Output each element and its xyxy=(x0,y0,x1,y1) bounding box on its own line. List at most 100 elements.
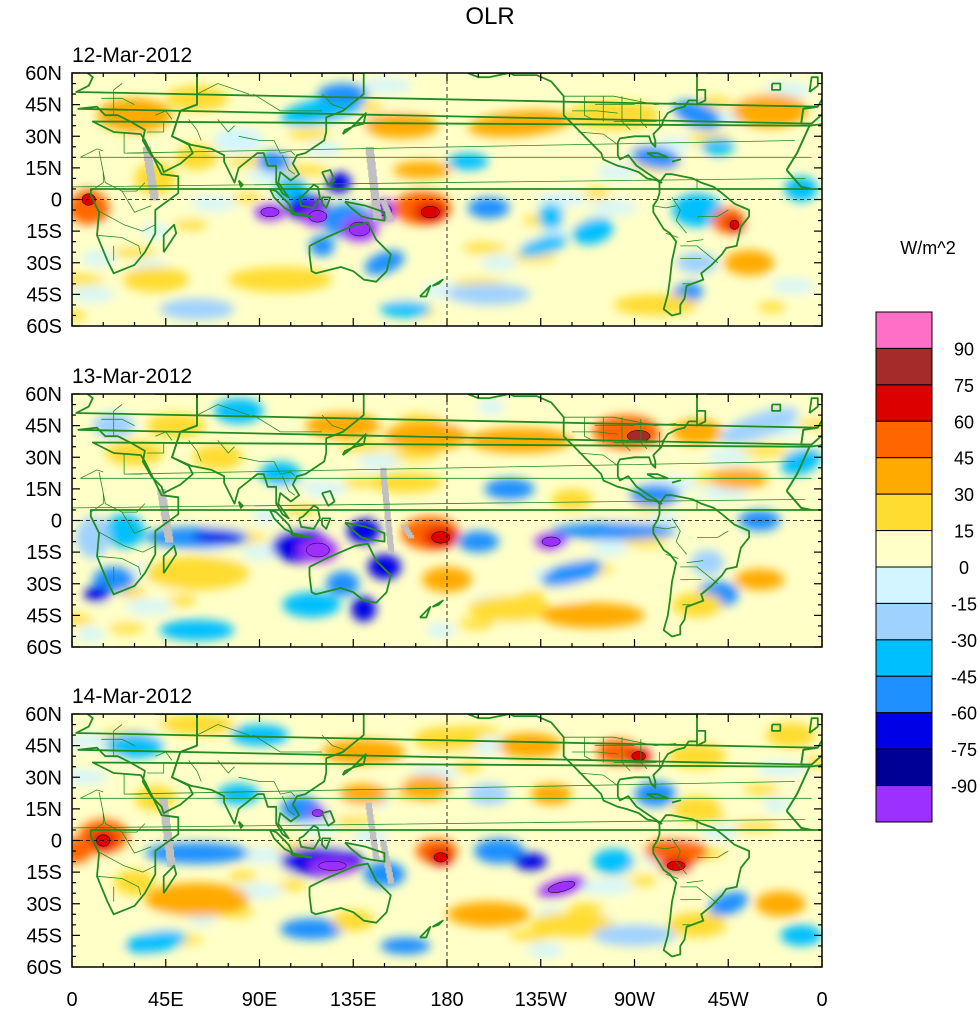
olr-anomaly-core xyxy=(260,207,280,218)
olr-anomaly-blob xyxy=(351,596,377,622)
lon-label: 45W xyxy=(708,989,749,1011)
field-patch xyxy=(743,783,780,796)
missing-data-cell xyxy=(159,499,168,506)
colorbar: 90 75 60 45 30 15 0 -15 -30 -45 -60 -75 -90 xyxy=(875,311,977,823)
olr-anomaly-blob xyxy=(672,193,722,227)
field-patch xyxy=(628,874,657,887)
lat-label: 30N xyxy=(25,447,62,469)
olr-field-1 xyxy=(72,73,822,326)
country-border xyxy=(273,461,296,477)
missing-data-cell xyxy=(160,509,170,517)
missing-data-cell xyxy=(365,146,375,156)
country-border xyxy=(188,119,202,141)
field-patch xyxy=(364,805,417,826)
missing-data-cell xyxy=(158,494,167,501)
country-border xyxy=(686,560,704,564)
olr-anomaly-blob xyxy=(538,203,564,230)
olr-anomaly-blob xyxy=(76,516,110,559)
field-patch xyxy=(495,946,524,967)
missing-data-cell xyxy=(372,849,379,857)
coastline xyxy=(162,544,178,574)
missing-data-cell xyxy=(385,866,392,874)
country-border xyxy=(101,418,135,426)
missing-data-cell xyxy=(387,535,394,545)
lat-label: 45N xyxy=(25,95,62,117)
missing-data-cell xyxy=(159,504,169,511)
country-border xyxy=(90,813,104,833)
colorbar-label: 15 xyxy=(954,522,974,542)
field-patch xyxy=(204,512,257,533)
lat-label: 30N xyxy=(25,126,62,148)
missing-data-cell xyxy=(161,515,170,522)
map-panel-1: 12-Mar-2012 60N 45N 30N 15N 0 15S 30S 45S 60S xyxy=(25,44,823,338)
field-patch xyxy=(108,622,145,635)
country-border xyxy=(273,140,296,156)
coastlines-2 xyxy=(72,394,822,638)
olr-anomaly-blob xyxy=(159,298,235,320)
coastline xyxy=(171,714,365,840)
figure-title: OLR xyxy=(465,3,514,30)
olr-anomaly-core xyxy=(547,880,576,893)
colorbar-label: -30 xyxy=(951,631,977,651)
missing-data-cell xyxy=(371,198,380,207)
olr-anomaly-blob xyxy=(228,266,333,293)
country-border xyxy=(321,93,346,110)
field-patch xyxy=(733,819,778,832)
missing-data-cell xyxy=(369,183,379,193)
coastline xyxy=(652,814,750,958)
colorbar-swatch xyxy=(875,639,933,677)
field-patch xyxy=(706,449,751,466)
lon-label: 90W xyxy=(614,989,655,1011)
coastline xyxy=(162,864,178,894)
lat-label: 15N xyxy=(25,158,62,180)
map-panel-2: 13-Mar-2012 60N 45N 30N 15N 0 15S 30S 45S 60S xyxy=(25,365,823,659)
colorbar-label: 30 xyxy=(954,485,974,505)
colorbar-label: 75 xyxy=(954,376,974,396)
missing-data-cell xyxy=(382,204,389,209)
field-patch xyxy=(72,309,86,322)
coastlines-1 xyxy=(72,73,822,317)
lon-label: 180 xyxy=(430,989,463,1011)
lon-label: 90E xyxy=(242,989,278,1011)
lat-label: 45S xyxy=(26,284,62,306)
missing-data-cell xyxy=(163,832,172,842)
latitude-labels-2: 60N 45N 30N 15N 0 15S 30S 45S 60S xyxy=(25,384,62,659)
olr-anomaly-blob xyxy=(105,440,164,466)
field-patch xyxy=(462,241,507,254)
olr-anomaly-blob xyxy=(257,151,291,173)
lat-label: 15N xyxy=(25,479,62,501)
missing-data-cell xyxy=(150,192,159,201)
coastline xyxy=(419,284,432,298)
coastline xyxy=(652,173,750,317)
field-patch xyxy=(89,603,134,624)
olr-anomaly-blob xyxy=(567,100,660,130)
country-border xyxy=(96,850,156,873)
missing-data-cell xyxy=(401,524,408,529)
country-border xyxy=(80,469,812,479)
coastline xyxy=(419,926,432,939)
coastline xyxy=(89,120,813,275)
country-border xyxy=(572,110,618,114)
missing-data-cell xyxy=(387,877,394,884)
country-border xyxy=(72,499,806,509)
olr-anomaly-blob xyxy=(124,929,187,954)
missing-data-cell xyxy=(381,476,388,486)
coastline xyxy=(171,73,365,199)
country-border xyxy=(96,209,156,232)
lon-label: 0 xyxy=(66,989,77,1011)
field-patch xyxy=(296,480,348,497)
missing-data-cell xyxy=(382,493,390,503)
country-border xyxy=(217,119,235,133)
missing-data-cell xyxy=(380,840,387,847)
olr-anomaly-blob xyxy=(280,918,343,940)
field-patch xyxy=(760,81,813,98)
units-label: W/m^2 xyxy=(900,238,955,258)
missing-data-cell xyxy=(369,176,378,185)
missing-data-cell xyxy=(373,213,382,222)
field-patch xyxy=(775,773,819,794)
field-patch xyxy=(656,136,693,153)
missing-data-cell xyxy=(162,823,171,834)
field-patch xyxy=(674,149,703,170)
field-patch xyxy=(204,208,249,229)
country-border xyxy=(563,95,677,106)
